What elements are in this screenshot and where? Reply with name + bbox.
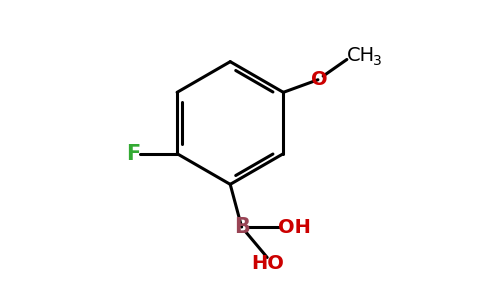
Text: CH: CH [347,46,375,65]
Text: O: O [311,70,328,89]
Text: B: B [234,217,250,237]
Text: HO: HO [251,254,284,273]
Text: F: F [126,144,140,164]
Text: 3: 3 [373,54,382,68]
Text: OH: OH [278,218,311,236]
